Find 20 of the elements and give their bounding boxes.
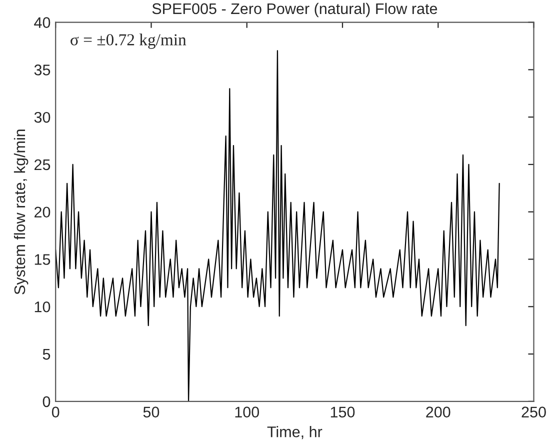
chart-title: SPEF005 - Zero Power (natural) Flow rate xyxy=(152,2,438,18)
x-tick-label: 250 xyxy=(522,406,546,418)
y-tick-label: 40 xyxy=(34,17,50,28)
x-tick-label: 100 xyxy=(235,406,260,418)
line-series xyxy=(56,50,500,402)
annotation: σ = ±0.72 kg/min xyxy=(70,34,186,49)
y-tick-label: 10 xyxy=(34,301,50,312)
y-tick-label: 20 xyxy=(34,206,50,218)
y-axis-title: System flow rate, kg/min xyxy=(14,130,28,294)
y-tick-label: 15 xyxy=(34,254,50,265)
x-axis-title: Time, hr xyxy=(267,426,322,440)
y-tick-label: 30 xyxy=(34,112,50,123)
x-tick-label: 0 xyxy=(52,406,60,418)
x-tick-label: 200 xyxy=(426,406,450,418)
x-tick-label: 150 xyxy=(330,406,355,418)
x-tick-label: 50 xyxy=(143,406,160,418)
y-tick-label: 35 xyxy=(34,64,50,76)
y-tick-label: 25 xyxy=(34,159,50,170)
y-tick-label: 5 xyxy=(42,349,50,360)
y-tick-label: 0 xyxy=(42,396,50,408)
